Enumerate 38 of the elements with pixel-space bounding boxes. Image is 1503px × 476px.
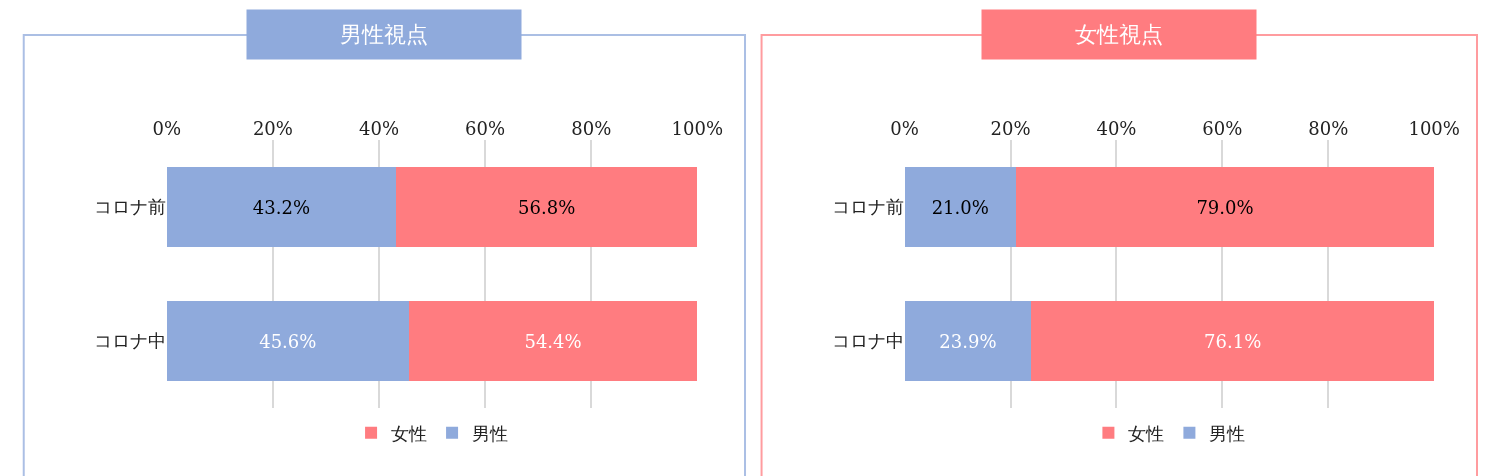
data-label: 79.0%	[1196, 196, 1254, 218]
y-tick-label: コロナ前	[93, 196, 166, 218]
x-tick-label: 60%	[465, 118, 506, 140]
legend-label: 男性	[472, 422, 509, 444]
y-tick-label: コロナ前	[831, 196, 904, 218]
bar	[166, 166, 396, 248]
data-label: 45.6%	[259, 330, 317, 352]
bar	[408, 300, 698, 382]
x-tick-label: 80%	[571, 118, 612, 140]
bar	[395, 166, 698, 248]
data-label: 21.0%	[931, 196, 989, 218]
bar	[1031, 300, 1435, 382]
x-tick-label: 100%	[671, 118, 724, 140]
legend-label: 男性	[1209, 422, 1246, 444]
data-label: 76.1%	[1204, 330, 1262, 352]
legend-label: 女性	[391, 422, 428, 444]
bar	[1015, 166, 1435, 248]
bar	[166, 300, 409, 382]
y-tick-label: コロナ中	[831, 330, 904, 352]
x-tick-label: 0%	[890, 118, 919, 140]
x-tick-label: 20%	[252, 118, 293, 140]
data-label: 54.4%	[524, 330, 582, 352]
data-label: 23.9%	[939, 330, 997, 352]
chart-title: 女性視点	[1075, 22, 1163, 47]
x-tick-label: 0%	[152, 118, 182, 140]
y-tick-label: コロナ中	[93, 330, 166, 352]
data-label: 43.2%	[252, 196, 310, 218]
x-tick-label: 20%	[990, 118, 1031, 140]
x-tick-label: 40%	[359, 118, 400, 140]
bar	[904, 166, 1016, 248]
x-tick-label: 60%	[1202, 118, 1243, 140]
legend-label: 女性	[1128, 422, 1165, 444]
bar	[904, 300, 1032, 382]
chart-title: 男性視点	[340, 22, 428, 47]
data-label: 56.8%	[518, 196, 576, 218]
x-tick-label: 100%	[1408, 118, 1460, 140]
x-tick-label: 80%	[1308, 118, 1349, 140]
x-tick-label: 40%	[1096, 118, 1137, 140]
